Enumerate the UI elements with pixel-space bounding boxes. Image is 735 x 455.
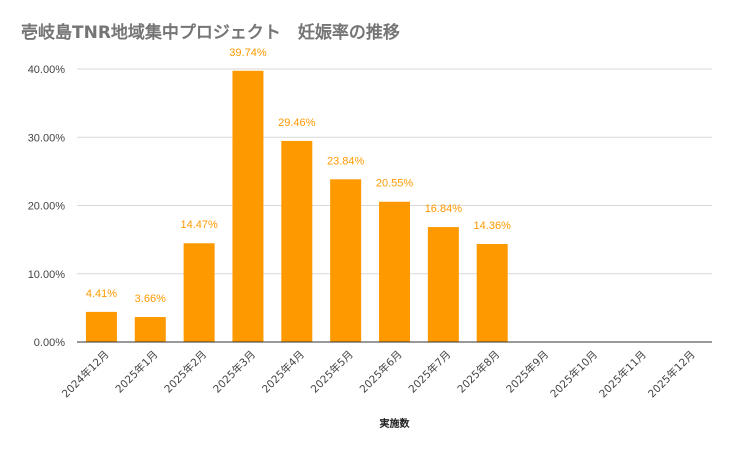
bar bbox=[134, 317, 166, 342]
y-tick-label: 0.00% bbox=[34, 337, 65, 349]
x-tick-label: 2025年5月 bbox=[308, 348, 356, 396]
data-label: 23.84% bbox=[327, 155, 365, 167]
x-tick-label: 2025年3月 bbox=[210, 348, 258, 396]
bar bbox=[281, 140, 313, 342]
data-label: 14.36% bbox=[474, 220, 512, 232]
y-tick-label: 10.00% bbox=[28, 269, 66, 281]
data-label: 4.41% bbox=[86, 288, 117, 300]
x-tick-label: 2025年6月 bbox=[357, 348, 405, 396]
x-tick-label: 2025年9月 bbox=[503, 348, 551, 396]
y-axis-ticks: 0.00% 10.00% 20.00% 30.00% 40.00% bbox=[28, 64, 66, 349]
y-tick-label: 20.00% bbox=[28, 201, 66, 213]
x-tick-label: 2024年12月 bbox=[59, 348, 111, 400]
data-label: 39.74% bbox=[229, 47, 267, 59]
x-tick-label: 2025年10月 bbox=[548, 348, 600, 400]
x-axis-title: 実施数 bbox=[380, 417, 411, 430]
chart-title: 壱岐島TNR地域集中プロジェクト 妊娠率の推移 bbox=[21, 23, 400, 43]
bar bbox=[232, 70, 264, 342]
x-tick-label: 2025年11月 bbox=[596, 348, 648, 400]
x-tick-label: 2025年12月 bbox=[645, 348, 697, 400]
data-label: 16.84% bbox=[425, 203, 463, 215]
data-label: 20.55% bbox=[376, 178, 414, 190]
x-tick-label: 2025年8月 bbox=[455, 348, 503, 396]
x-tick-label: 2025年7月 bbox=[406, 348, 454, 396]
x-tick-label: 2025年4月 bbox=[259, 348, 307, 396]
bar bbox=[476, 243, 508, 342]
bar bbox=[330, 179, 362, 342]
bar bbox=[85, 311, 117, 342]
x-axis-ticks: 2024年12月 2025年1月 2025年2月 2025年3月 2025年4月 2025… bbox=[59, 348, 698, 400]
data-label: 14.47% bbox=[180, 219, 218, 231]
x-tick-label: 2025年1月 bbox=[113, 348, 161, 396]
x-tick-label: 2025年2月 bbox=[162, 348, 210, 396]
bar bbox=[427, 227, 459, 342]
data-label: 29.46% bbox=[278, 117, 316, 129]
data-label: 3.66% bbox=[135, 293, 166, 305]
bars bbox=[85, 70, 508, 342]
bar bbox=[379, 201, 410, 342]
data-labels: 4.41% 3.66% 14.47% 39.74% 29.46% 23.84% 20.55%… bbox=[86, 47, 511, 305]
bar bbox=[183, 243, 215, 342]
y-tick-label: 30.00% bbox=[28, 132, 66, 144]
y-tick-label: 40.00% bbox=[28, 64, 66, 76]
